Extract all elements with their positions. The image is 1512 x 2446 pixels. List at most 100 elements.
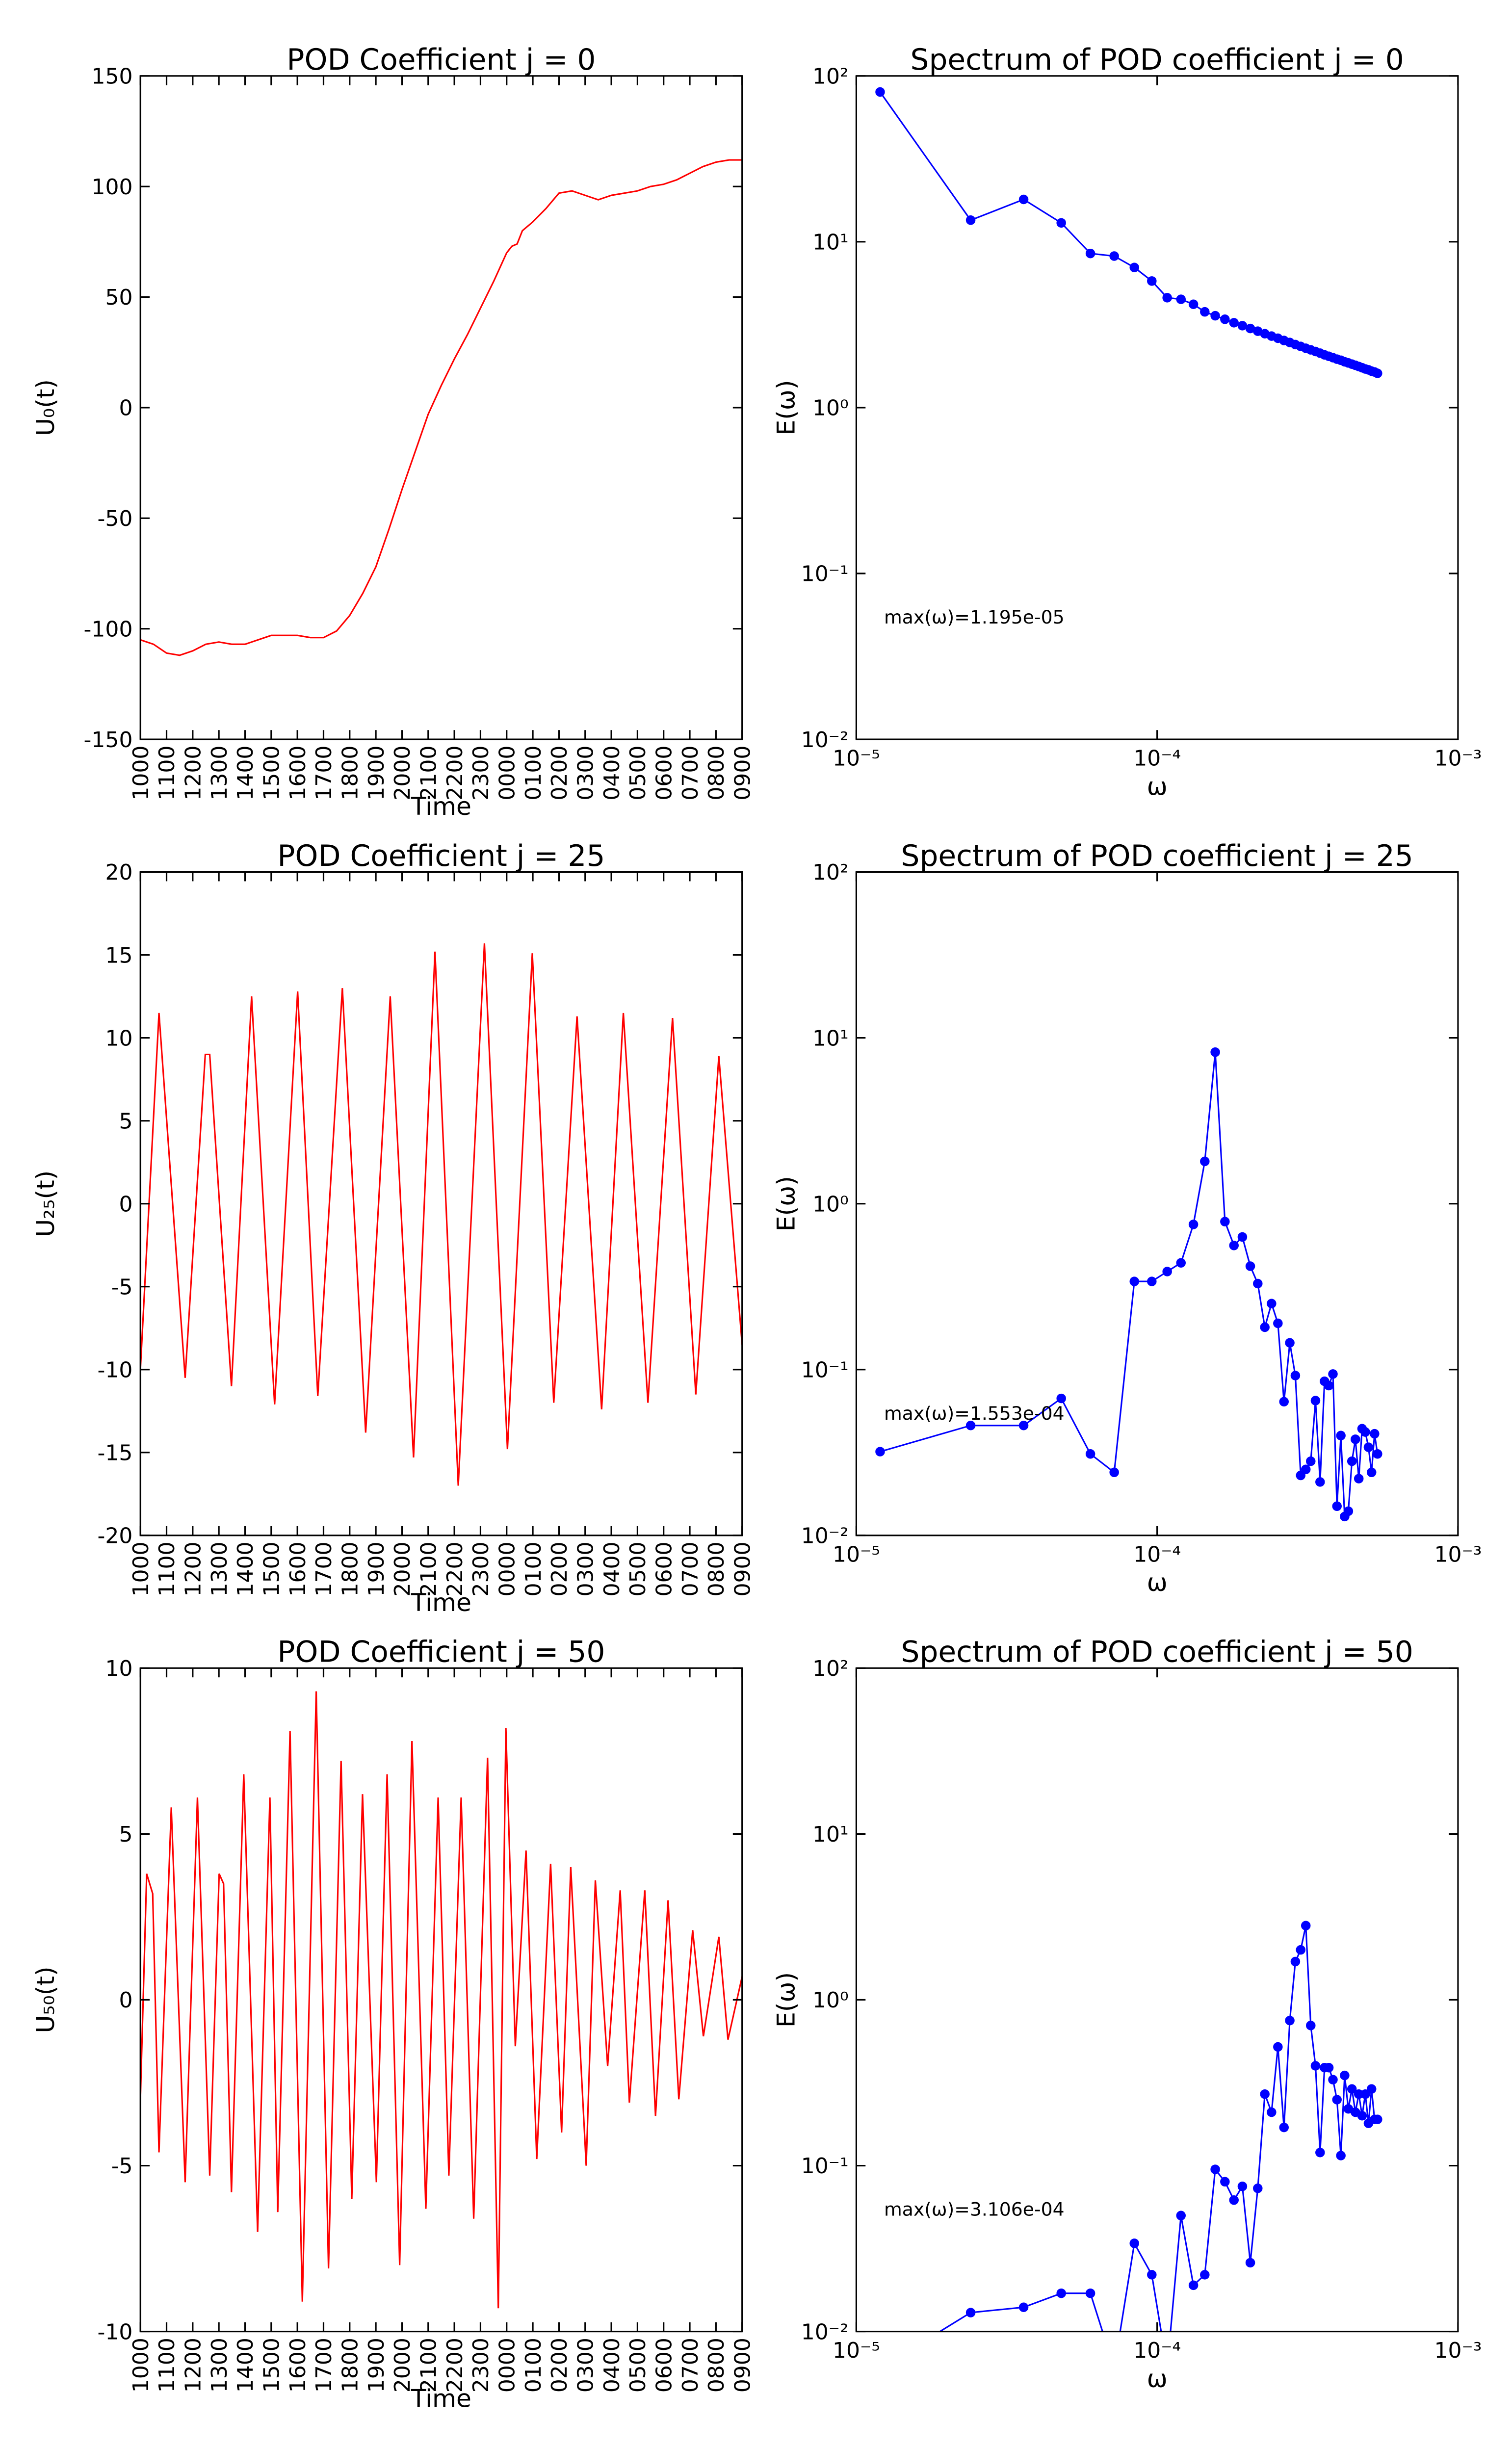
y-tick-label: 0 xyxy=(119,1192,132,1217)
data-point xyxy=(1296,1945,1306,1955)
x-tick-label: 2200 xyxy=(443,1541,468,1596)
y-tick-label: 10⁻¹ xyxy=(801,2154,849,2179)
y-tick-label: 10 xyxy=(105,1026,132,1051)
data-point xyxy=(1176,294,1186,304)
x-tick-label: 1800 xyxy=(338,746,363,801)
x-tick-label: 1600 xyxy=(286,746,311,801)
data-point xyxy=(1306,2021,1316,2030)
chart-title: Spectrum of POD coefficient j = 50 xyxy=(901,1636,1413,1669)
x-tick-label: 0600 xyxy=(652,2338,677,2393)
chart-title: POD Coefficient j = 25 xyxy=(277,839,605,873)
data-point xyxy=(1343,1506,1354,1516)
x-tick-label: 0300 xyxy=(573,1541,598,1596)
data-point xyxy=(1279,1397,1289,1407)
x-tick-label: 1000 xyxy=(129,2338,154,2393)
data-point xyxy=(1315,2148,1325,2158)
data-point xyxy=(1200,1156,1210,1167)
data-point xyxy=(1220,2177,1230,2187)
x-tick-label: 1600 xyxy=(286,1541,311,1596)
data-point xyxy=(1110,2364,1118,2372)
y-tick-label: -5 xyxy=(111,1275,133,1300)
x-tick-label: 1300 xyxy=(207,2338,232,2393)
data-point xyxy=(1347,1456,1357,1466)
y-axis-label: U₀(t) xyxy=(31,379,60,436)
x-tick-label: 10⁻³ xyxy=(1434,746,1482,771)
data-point xyxy=(1220,314,1230,324)
data-point xyxy=(1085,248,1095,259)
plot-frame xyxy=(139,75,743,740)
y-tick-label: 10⁻¹ xyxy=(801,562,849,587)
data-point xyxy=(1018,2302,1029,2312)
x-tick-label: 1100 xyxy=(155,1541,180,1596)
x-tick-label: 0900 xyxy=(730,2338,755,2393)
data-point xyxy=(965,215,976,225)
x-tick-label: 2000 xyxy=(390,746,415,801)
data-point xyxy=(1147,276,1157,286)
x-tick-label: 1400 xyxy=(233,1541,258,1596)
data-point xyxy=(1188,2280,1199,2290)
x-tick-label: 1700 xyxy=(312,746,337,801)
y-tick-label: 10⁻² xyxy=(801,1524,849,1549)
y-tick-label: -15 xyxy=(98,1441,133,1466)
x-tick-label: 0800 xyxy=(704,746,729,801)
data-line xyxy=(140,943,742,1486)
x-tick-label: 0800 xyxy=(704,2338,729,2393)
data-point xyxy=(1147,1276,1157,1286)
data-point xyxy=(1290,1371,1301,1380)
data-point xyxy=(1220,1217,1230,1226)
data-point xyxy=(1340,2070,1350,2081)
x-tick-label: 0400 xyxy=(600,746,625,801)
x-tick-label: 1000 xyxy=(129,746,154,801)
data-point xyxy=(875,87,885,97)
x-tick-label: 0600 xyxy=(652,746,677,801)
subplot: 10⁻² 10⁻¹ 10⁰ 10¹ 10² 10⁻⁵ 10⁻⁴ 10⁻³ Spectrum of… xyxy=(772,43,1482,801)
x-tick-label: 2300 xyxy=(469,746,494,801)
data-point xyxy=(1296,1470,1306,1481)
data-point xyxy=(1324,2062,1334,2073)
data-point xyxy=(1370,1429,1380,1439)
x-tick-label: 0100 xyxy=(521,2338,546,2393)
x-tick-label: 2100 xyxy=(417,2338,442,2393)
data-point xyxy=(1056,218,1066,228)
y-axis-label: E(ω) xyxy=(772,1176,801,1231)
x-tick-label: 2200 xyxy=(443,2338,468,2393)
plot-frame xyxy=(855,75,1459,740)
x-tick-label: 0000 xyxy=(495,2338,520,2393)
data-point xyxy=(1273,1318,1283,1328)
x-tick-label: 1000 xyxy=(129,1541,154,1596)
x-tick-label: 0800 xyxy=(704,1541,729,1596)
data-point xyxy=(1351,1434,1360,1444)
data-point xyxy=(1301,1464,1311,1475)
data-point xyxy=(1176,2211,1186,2221)
data-point xyxy=(1310,1396,1321,1405)
x-tick-label: 0300 xyxy=(573,2338,598,2393)
y-tick-label: 10² xyxy=(812,1656,849,1681)
x-tick-label: 2000 xyxy=(390,1541,415,1596)
x-tick-label: 1200 xyxy=(181,1541,206,1596)
data-point xyxy=(1332,2095,1342,2105)
data-point xyxy=(1210,2164,1220,2174)
data-point xyxy=(876,2364,884,2372)
y-tick-label: -100 xyxy=(84,617,133,642)
data-point xyxy=(1245,1261,1255,1271)
chart-title: Spectrum of POD coefficient j = 25 xyxy=(901,839,1413,873)
data-point xyxy=(1210,311,1220,321)
y-tick-label: 10² xyxy=(812,860,849,885)
data-point xyxy=(1018,194,1029,205)
data-point xyxy=(1056,2288,1066,2298)
data-point xyxy=(1279,2122,1289,2133)
data-line xyxy=(140,159,742,656)
y-axis-label: U₅₀(t) xyxy=(31,1966,60,2033)
x-axis-label: ω xyxy=(1147,1568,1168,1597)
y-tick-label: 5 xyxy=(119,1822,132,1847)
data-point xyxy=(1328,1369,1338,1379)
x-tick-label: 0100 xyxy=(521,1541,546,1596)
data-point xyxy=(1357,2111,1367,2121)
x-tick-label: 0200 xyxy=(547,746,572,801)
y-tick-label: -50 xyxy=(98,506,133,531)
y-tick-label: 100 xyxy=(91,175,132,200)
y-tick-label: 5 xyxy=(119,1109,132,1134)
y-tick-label: 10¹ xyxy=(812,1822,849,1847)
